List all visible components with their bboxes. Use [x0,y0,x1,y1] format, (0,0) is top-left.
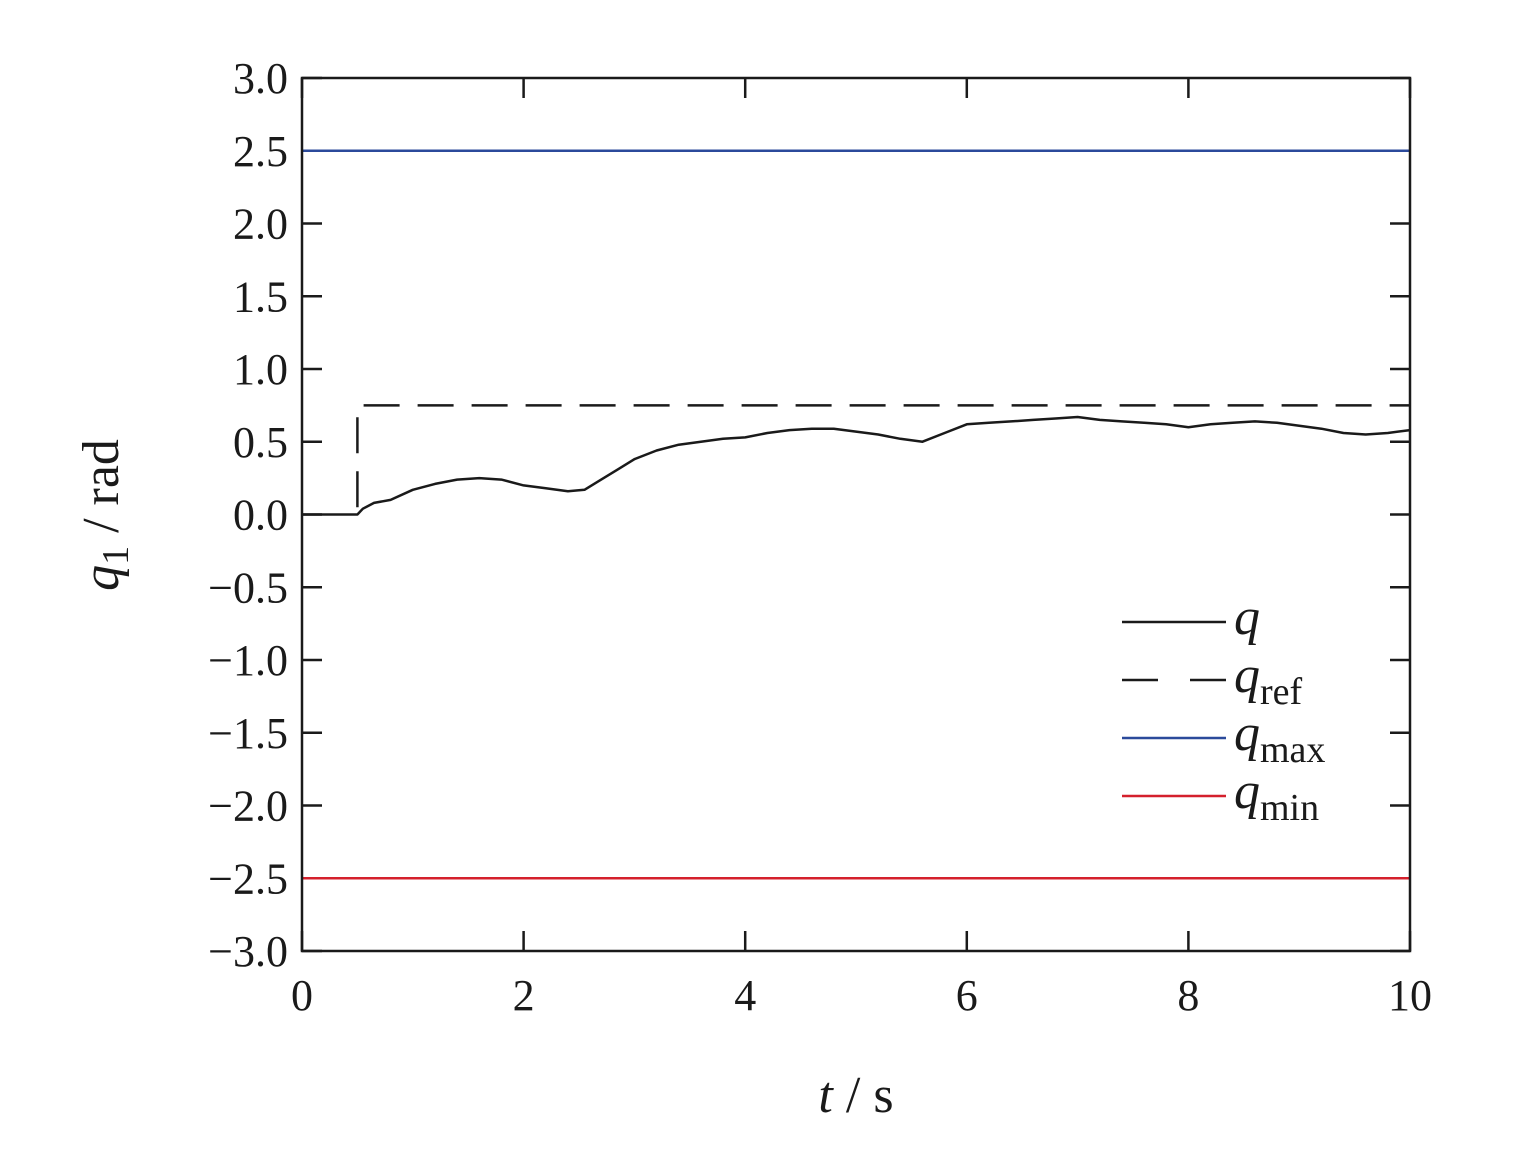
series-layer [302,149,1411,880]
y-axis-label-sep: / [73,505,130,545]
legend-label-q-ref: qref [1234,647,1303,713]
x-axis-label: t / s [818,1067,893,1124]
y-tick-label: −2.0 [208,782,288,831]
series-line-q-ref [356,404,1410,508]
y-tick-label: 1.5 [233,272,288,321]
y-tick-label: 2.5 [233,127,288,176]
x-axis-ticks: 0 2 4 6 8 10 [291,78,1432,1020]
y-tick-label: −1.5 [208,709,288,758]
x-tick-label: 2 [513,971,535,1020]
y-axis-label: q1 / rad [73,439,137,591]
legend-label-q-min: qmin [1234,763,1319,829]
y-tick-label: −0.5 [208,563,288,612]
series-line-q [302,415,1411,516]
x-axis-label-unit: s [873,1067,893,1124]
x-tick-label: 4 [734,971,756,1020]
y-tick-label: −1.0 [208,636,288,685]
y-tick-label: 0.0 [233,491,288,540]
plot-frame [300,76,1412,953]
x-tick-label: 0 [291,971,313,1020]
y-tick-label: 1.0 [233,345,288,394]
y-tick-label: 0.5 [233,418,288,467]
y-axis-label-sub: 1 [95,546,137,565]
y-tick-label: 3.0 [233,54,288,103]
x-tick-label: 10 [1388,971,1432,1020]
y-axis-ticks: 3.0 2.5 2.0 1.5 1.0 0.5 0.0 −0.5 −1.0 −1.5 −2.0 −2.… [208,54,1410,976]
y-tick-label: −3.0 [208,927,288,976]
y-axis-label-var: q [73,565,130,591]
y-tick-label: −2.5 [208,854,288,903]
legend-label-q: q [1234,589,1260,646]
x-tick-label: 6 [956,971,978,1020]
x-tick-label: 8 [1177,971,1199,1020]
x-axis-label-var: t [818,1067,834,1124]
y-tick-label: 2.0 [233,200,288,249]
legend-label-q-max: qmax [1234,705,1325,771]
x-axis-label-sep: / [833,1067,873,1124]
y-axis-label-unit: rad [73,439,130,505]
